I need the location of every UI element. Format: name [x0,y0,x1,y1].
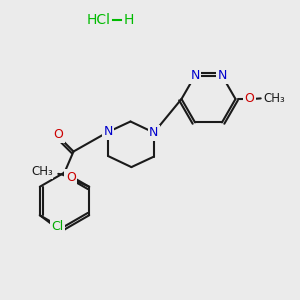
Text: N: N [149,126,159,139]
Text: N: N [103,125,113,139]
Text: N: N [217,69,227,82]
Text: O: O [66,171,76,184]
Text: CH₃: CH₃ [263,92,285,106]
Text: HCl: HCl [87,13,111,26]
Text: O: O [54,128,63,142]
Text: Cl: Cl [51,220,63,233]
Text: CH₃: CH₃ [31,165,53,178]
Text: H: H [124,13,134,26]
Text: N: N [190,69,200,82]
Text: O: O [244,92,254,106]
